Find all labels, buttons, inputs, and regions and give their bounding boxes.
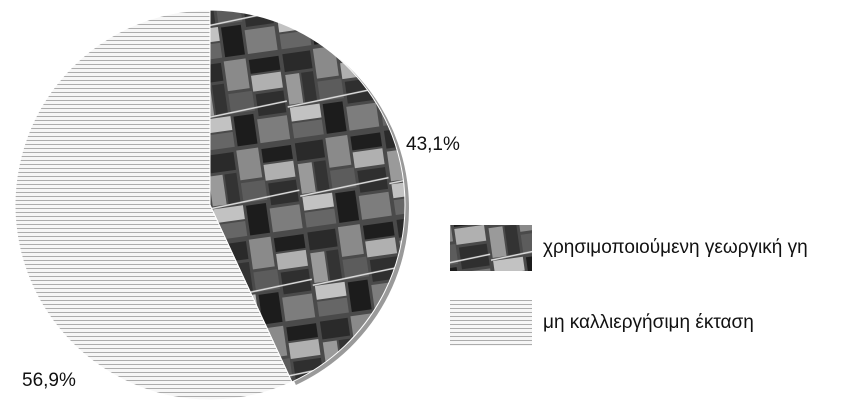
data-label: 43,1% — [406, 134, 460, 155]
legend-label: χρησιμοποιούμενη γεωργική γη — [543, 237, 808, 258]
legend-label: μη καλλιεργήσιμη έκταση — [543, 312, 754, 333]
legend-swatch — [450, 300, 532, 346]
pie-slice — [14, 9, 293, 401]
pie-slice — [209, 9, 406, 383]
data-label: 56,9% — [22, 370, 76, 391]
pie — [14, 9, 410, 401]
legend-swatch — [450, 225, 532, 271]
legend: χρησιμοποιούμενη γεωργική γη μη καλλιεργή… — [450, 225, 808, 346]
